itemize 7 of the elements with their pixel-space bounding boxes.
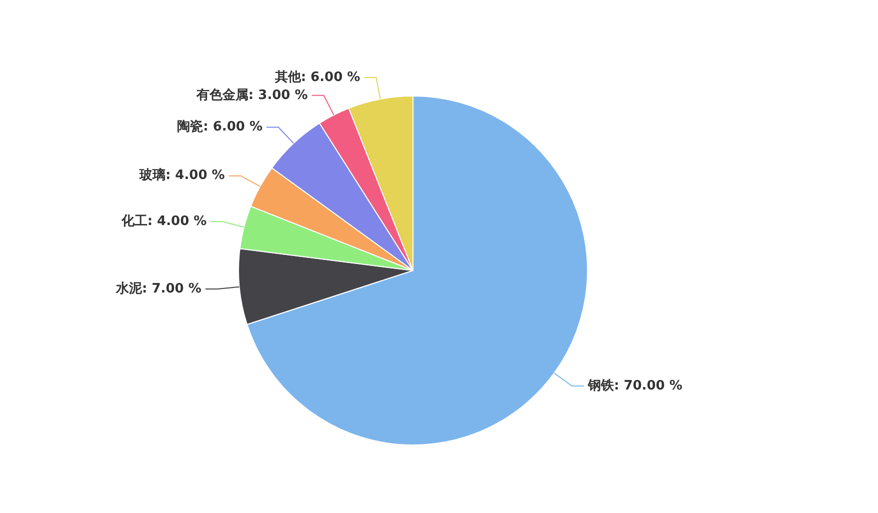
slice-label: 其他: 6.00 %	[274, 70, 360, 85]
slice-label: 玻璃: 4.00 %	[138, 167, 225, 184]
slice-label: 有色金属: 3.00 %	[195, 88, 308, 103]
slice-label: 陶瓷: 6.00 %	[177, 120, 262, 135]
slice-label: 化工: 4.00 %	[120, 214, 207, 230]
slice-label: 钢铁: 70.00 %	[586, 378, 682, 394]
slice-label: 水泥: 7.00 %	[115, 281, 202, 296]
